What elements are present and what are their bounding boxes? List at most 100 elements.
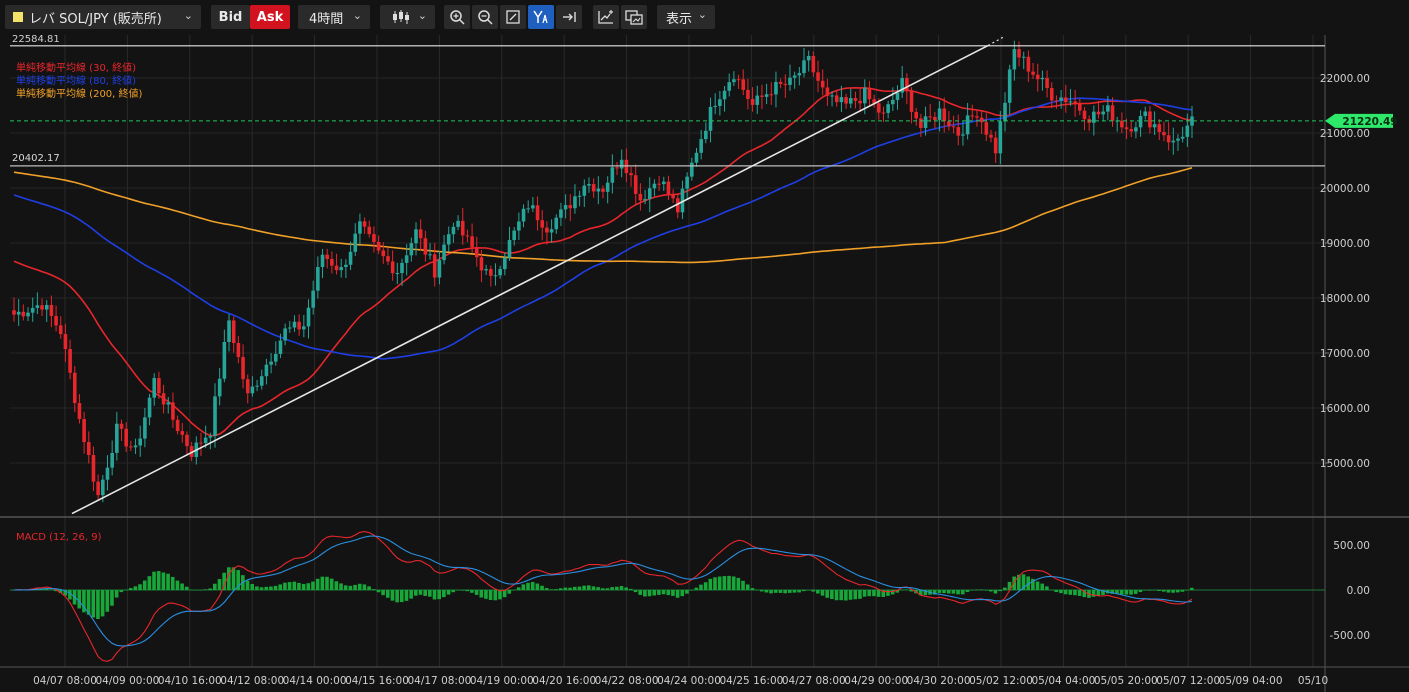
- macd-histogram-bar: [334, 581, 339, 590]
- macd-histogram-bar: [77, 590, 82, 609]
- candle-body: [386, 256, 390, 262]
- macd-histogram-bar: [792, 590, 797, 593]
- arrow-right-bar-icon: [563, 12, 576, 22]
- macd-histogram-bar: [49, 589, 53, 590]
- macd-histogram-bar: [367, 586, 371, 590]
- candle-body: [638, 193, 643, 201]
- macd-histogram-bar: [750, 588, 755, 590]
- candle-body: [1068, 101, 1073, 103]
- candle-body: [563, 205, 568, 210]
- candle-body: [816, 72, 820, 81]
- macd-histogram-bar: [1012, 576, 1016, 590]
- macd-histogram-bar: [1059, 590, 1063, 594]
- macd-histogram-bar: [778, 590, 783, 593]
- price-tick-label: 16000.00: [1320, 403, 1370, 415]
- symbol-selector[interactable]: レバ SOL/JPY (販売所) ⌄: [5, 5, 201, 29]
- candle-body: [947, 121, 951, 127]
- macd-tick-label: 500.00: [1333, 540, 1370, 552]
- macd-histogram-bar: [596, 587, 600, 590]
- scroll-to-latest-button[interactable]: [556, 5, 582, 29]
- macd-histogram-bar: [895, 590, 900, 593]
- candle-body: [381, 250, 386, 257]
- ask-button[interactable]: Ask: [250, 5, 290, 29]
- candle-body: [138, 438, 143, 446]
- candle-body: [928, 116, 933, 118]
- bid-button[interactable]: Bid: [211, 5, 250, 29]
- macd-histogram-bar: [446, 590, 451, 595]
- zoom-out-button[interactable]: [472, 5, 498, 29]
- candle-body: [1180, 136, 1185, 139]
- fit-screen-button[interactable]: [500, 5, 526, 29]
- candle-body: [49, 304, 54, 316]
- trend-line: [71, 44, 989, 515]
- candle-body: [512, 230, 516, 241]
- macd-histogram-bar: [638, 590, 642, 595]
- indicator-add-icon: [598, 10, 613, 24]
- macd-histogram-bar: [1133, 590, 1138, 594]
- macd-histogram-bar: [577, 586, 582, 590]
- macd-histogram-bar: [984, 590, 988, 591]
- candle-body: [554, 217, 559, 230]
- macd-histogram-bar: [348, 585, 353, 590]
- candle-body: [549, 229, 554, 233]
- candle-body: [526, 208, 531, 210]
- macd-histogram-bar: [610, 587, 614, 590]
- macd-histogram-bar: [993, 590, 998, 594]
- candle-body: [320, 254, 325, 268]
- macd-histogram-bar: [484, 590, 488, 599]
- candle-body: [474, 247, 479, 258]
- macd-histogram-bar: [385, 590, 390, 598]
- zoom-in-button[interactable]: [444, 5, 470, 29]
- candle-body: [255, 385, 259, 387]
- candle-body: [222, 342, 227, 379]
- candle-body: [1129, 129, 1134, 132]
- macd-histogram-bar: [1138, 590, 1143, 593]
- macd-histogram-bar: [161, 572, 166, 590]
- macd-histogram-bar: [722, 576, 727, 590]
- candle-body: [16, 311, 21, 315]
- macd-histogram-bar: [493, 590, 498, 601]
- candle-body: [951, 126, 956, 128]
- macd-histogram-bar: [399, 590, 404, 603]
- screenshot-button[interactable]: [621, 5, 647, 29]
- macd-histogram-bar: [479, 590, 484, 598]
- macd-histogram-bar: [848, 590, 853, 600]
- candle-body: [418, 229, 423, 239]
- macd-histogram-bar: [1031, 578, 1035, 590]
- macd-histogram-bar: [844, 590, 848, 601]
- price-tick-label: 20000.00: [1320, 183, 1370, 195]
- auto-scale-icon: [533, 10, 548, 24]
- display-menu[interactable]: 表示 ⌄: [657, 5, 715, 29]
- candlestick-icon: [393, 10, 409, 24]
- candle-body: [680, 188, 685, 213]
- add-indicator-button[interactable]: [593, 5, 619, 29]
- chart-type-selector[interactable]: ⌄: [380, 5, 435, 29]
- auto-scale-button[interactable]: [528, 5, 554, 29]
- price-axis[interactable]: 22000.00 21000.00 20000.00 19000.00 18000.00…: [1320, 73, 1398, 470]
- candle-body: [961, 134, 965, 136]
- candle-body: [582, 185, 587, 196]
- interval-selector[interactable]: 4時間 ⌄: [298, 5, 370, 29]
- macd-histogram-bar: [175, 580, 180, 590]
- candle-body: [1021, 56, 1026, 58]
- sma-80-line: [13, 97, 1193, 360]
- macd-histogram-bar: [133, 586, 138, 590]
- candle-body: [732, 79, 736, 83]
- candle-body: [853, 98, 858, 101]
- candle-body: [905, 78, 909, 92]
- macd-histogram-bar: [806, 590, 811, 591]
- candle-body: [259, 376, 264, 386]
- time-tick-label: 04/29 00:00: [844, 675, 908, 687]
- candle-body: [1171, 140, 1176, 143]
- candle-body: [362, 221, 367, 227]
- macd-histogram-bar: [1147, 590, 1152, 591]
- candle-body: [844, 97, 848, 104]
- candle-body: [208, 436, 213, 438]
- macd-histogram-bar: [745, 584, 750, 590]
- macd-histogram-bar: [96, 590, 100, 619]
- macd-histogram-bar: [1190, 587, 1194, 590]
- candle-body: [704, 130, 708, 140]
- candle-body: [227, 320, 231, 343]
